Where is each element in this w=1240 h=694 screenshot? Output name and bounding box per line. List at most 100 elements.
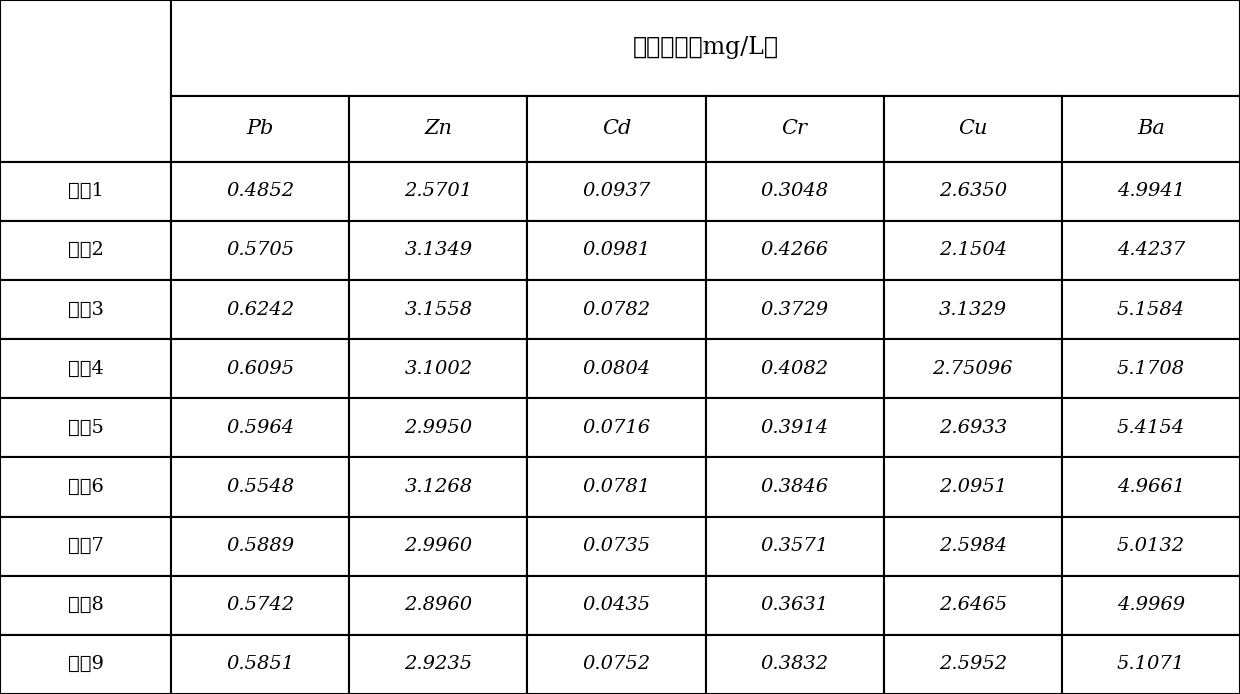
Text: 实內1: 实內1 xyxy=(68,183,103,201)
Text: 4.4237: 4.4237 xyxy=(1117,242,1185,260)
Bar xyxy=(350,635,527,694)
Text: 0.0781: 0.0781 xyxy=(583,478,651,496)
Bar xyxy=(350,398,527,457)
Text: 实內9: 实內9 xyxy=(67,655,104,673)
Text: 2.5701: 2.5701 xyxy=(404,183,472,201)
Bar xyxy=(706,339,884,398)
Bar xyxy=(706,516,884,576)
Bar xyxy=(1061,96,1240,162)
Bar xyxy=(527,280,706,339)
Bar xyxy=(527,635,706,694)
Text: 4.9969: 4.9969 xyxy=(1117,596,1185,614)
Text: 0.5705: 0.5705 xyxy=(226,242,294,260)
Text: Zn: Zn xyxy=(424,119,453,138)
Bar xyxy=(527,96,706,162)
Bar xyxy=(0,0,171,162)
Text: 0.0782: 0.0782 xyxy=(583,301,651,319)
Text: 0.3729: 0.3729 xyxy=(760,301,828,319)
Text: 2.6350: 2.6350 xyxy=(939,183,1007,201)
Text: 5.1584: 5.1584 xyxy=(1117,301,1185,319)
Text: 3.1002: 3.1002 xyxy=(404,359,472,378)
Bar xyxy=(706,221,884,280)
Bar xyxy=(171,457,350,516)
Bar xyxy=(706,96,884,162)
Text: 4.9941: 4.9941 xyxy=(1117,183,1185,201)
Bar xyxy=(884,516,1061,576)
Text: 0.4082: 0.4082 xyxy=(760,359,828,378)
Bar xyxy=(0,635,171,694)
Bar xyxy=(1061,398,1240,457)
Text: 2.8960: 2.8960 xyxy=(404,596,472,614)
Text: 0.5889: 0.5889 xyxy=(226,537,294,555)
Text: Cr: Cr xyxy=(781,119,807,138)
Text: 2.6933: 2.6933 xyxy=(939,419,1007,437)
Bar xyxy=(527,339,706,398)
Bar xyxy=(171,162,350,221)
Bar xyxy=(1061,162,1240,221)
Bar xyxy=(527,576,706,635)
Bar xyxy=(0,280,171,339)
Text: 5.1071: 5.1071 xyxy=(1117,655,1185,673)
Text: 0.0435: 0.0435 xyxy=(583,596,651,614)
Text: Ba: Ba xyxy=(1137,119,1164,138)
Text: 0.6095: 0.6095 xyxy=(226,359,294,378)
Text: 0.3048: 0.3048 xyxy=(760,183,828,201)
Text: 0.5548: 0.5548 xyxy=(226,478,294,496)
Text: 3.1268: 3.1268 xyxy=(404,478,472,496)
Text: Cu: Cu xyxy=(959,119,987,138)
Text: 实內3: 实內3 xyxy=(67,301,104,319)
Bar xyxy=(171,339,350,398)
Text: 0.4852: 0.4852 xyxy=(226,183,294,201)
Text: 0.3571: 0.3571 xyxy=(760,537,828,555)
Bar xyxy=(0,162,171,221)
Text: 0.6242: 0.6242 xyxy=(226,301,294,319)
Bar xyxy=(1061,635,1240,694)
Bar xyxy=(350,576,527,635)
Text: 0.5851: 0.5851 xyxy=(226,655,294,673)
Bar xyxy=(884,457,1061,516)
Text: 3.1349: 3.1349 xyxy=(404,242,472,260)
Bar xyxy=(171,576,350,635)
Text: 2.9235: 2.9235 xyxy=(404,655,472,673)
Bar xyxy=(350,516,527,576)
Text: 2.6465: 2.6465 xyxy=(939,596,1007,614)
Text: 2.1504: 2.1504 xyxy=(939,242,1007,260)
Bar xyxy=(171,398,350,457)
Bar xyxy=(527,221,706,280)
Text: 0.0804: 0.0804 xyxy=(583,359,651,378)
Text: 0.3914: 0.3914 xyxy=(760,419,828,437)
Bar xyxy=(350,339,527,398)
Text: 2.9950: 2.9950 xyxy=(404,419,472,437)
Bar xyxy=(706,457,884,516)
Bar xyxy=(350,96,527,162)
Bar xyxy=(1061,516,1240,576)
Bar xyxy=(0,576,171,635)
Text: 2.0951: 2.0951 xyxy=(939,478,1007,496)
Bar xyxy=(171,280,350,339)
Bar xyxy=(527,398,706,457)
Text: 2.5984: 2.5984 xyxy=(939,537,1007,555)
Text: 5.1708: 5.1708 xyxy=(1117,359,1185,378)
Bar xyxy=(884,221,1061,280)
Text: 实內7: 实內7 xyxy=(68,537,103,555)
Text: 0.5742: 0.5742 xyxy=(226,596,294,614)
Bar xyxy=(527,457,706,516)
Bar xyxy=(0,221,171,280)
Text: 0.5964: 0.5964 xyxy=(226,419,294,437)
Bar xyxy=(884,280,1061,339)
Text: 0.0752: 0.0752 xyxy=(583,655,651,673)
Text: 0.0981: 0.0981 xyxy=(583,242,651,260)
Bar xyxy=(1061,339,1240,398)
Text: 3.1558: 3.1558 xyxy=(404,301,472,319)
Bar xyxy=(884,398,1061,457)
Bar xyxy=(706,162,884,221)
Text: 0.0735: 0.0735 xyxy=(583,537,651,555)
Bar xyxy=(350,280,527,339)
Bar xyxy=(706,635,884,694)
Bar xyxy=(171,221,350,280)
Text: 2.5952: 2.5952 xyxy=(939,655,1007,673)
Text: 0.3846: 0.3846 xyxy=(760,478,828,496)
Text: 2.75096: 2.75096 xyxy=(932,359,1013,378)
Text: 实內4: 实內4 xyxy=(68,359,103,378)
Bar xyxy=(0,457,171,516)
